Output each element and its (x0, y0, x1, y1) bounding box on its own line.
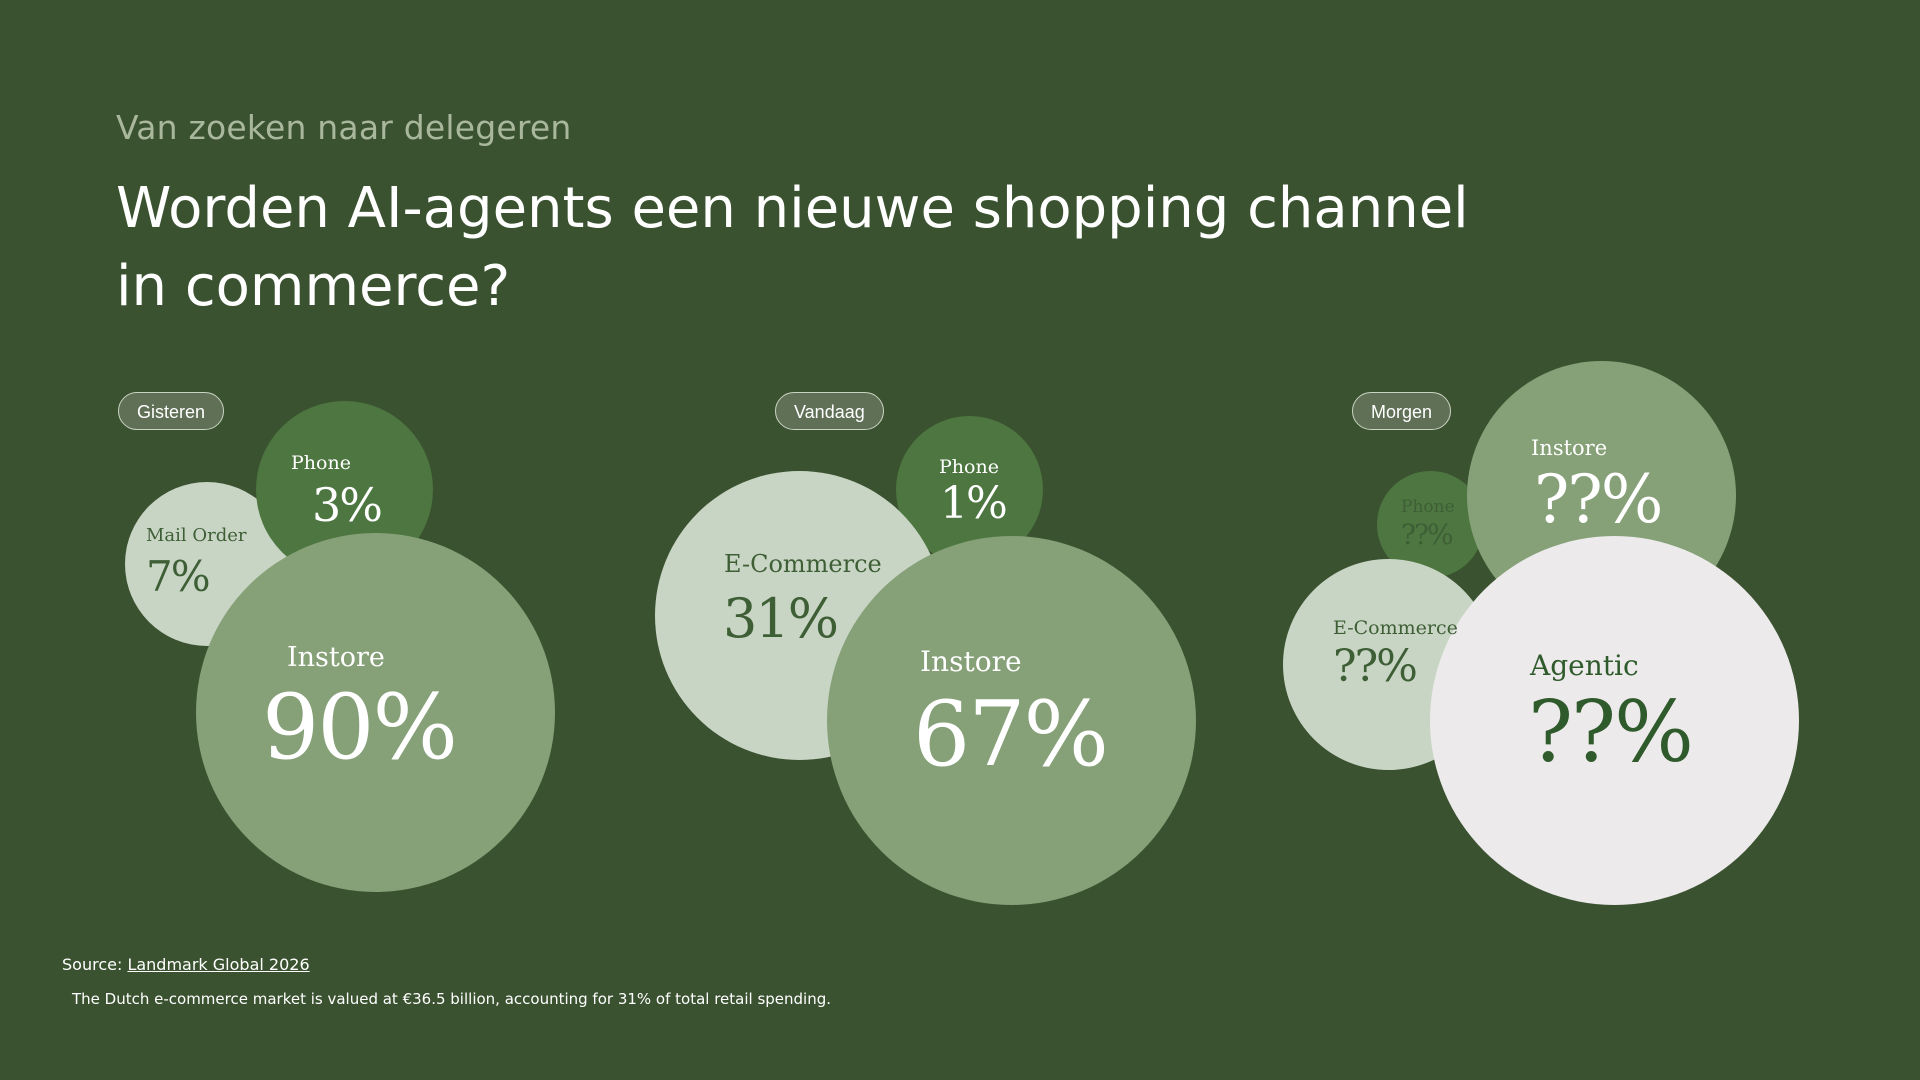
vandaag-phone-value: 1% (940, 478, 1008, 529)
bubble-vandaag-instore (827, 536, 1196, 905)
gisteren-instore-value: 90% (262, 675, 458, 780)
pill-gisteren: Gisteren (118, 392, 225, 430)
vandaag-ecommerce-value: 31% (723, 587, 839, 650)
source-link[interactable]: Landmark Global 2026 (127, 955, 310, 974)
morgen-instore-value: ??% (1534, 461, 1663, 538)
gisteren-mail-order-label: Mail Order (146, 525, 247, 546)
morgen-agentic-label: Agentic (1530, 649, 1639, 682)
pill-morgen: Morgen (1352, 392, 1452, 430)
footnote: The Dutch e-commerce market is valued at… (72, 990, 832, 1008)
morgen-ecommerce-value: ??% (1333, 641, 1418, 692)
gisteren-phone-value: 3% (312, 478, 383, 532)
source-prefix: Source: (62, 955, 128, 974)
morgen-phone-label: Phone (1401, 497, 1455, 517)
morgen-ecommerce-label: E-Commerce (1333, 617, 1458, 639)
gisteren-instore-label: Instore (287, 642, 385, 673)
vandaag-instore-value: 67% (913, 682, 1109, 787)
gisteren-mail-order-value: 7% (146, 552, 211, 601)
vandaag-instore-label: Instore (920, 645, 1022, 678)
bubble-gisteren-instore (196, 533, 555, 892)
morgen-instore-label: Instore (1531, 436, 1608, 460)
slide-title: Worden AI-agents een nieuwe shopping cha… (116, 176, 1469, 319)
slide-subtitle: Van zoeken naar delegeren (116, 108, 572, 147)
gisteren-phone-label: Phone (291, 452, 351, 474)
bubble-morgen-agentic (1430, 536, 1799, 905)
vandaag-ecommerce-label: E-Commerce (724, 550, 882, 578)
vandaag-phone-label: Phone (939, 456, 999, 478)
morgen-phone-value: ??% (1401, 518, 1454, 551)
source-line: Source: Landmark Global 2026 (62, 955, 310, 974)
morgen-agentic-value: ??% (1528, 683, 1694, 781)
pill-vandaag: Vandaag (775, 392, 884, 430)
